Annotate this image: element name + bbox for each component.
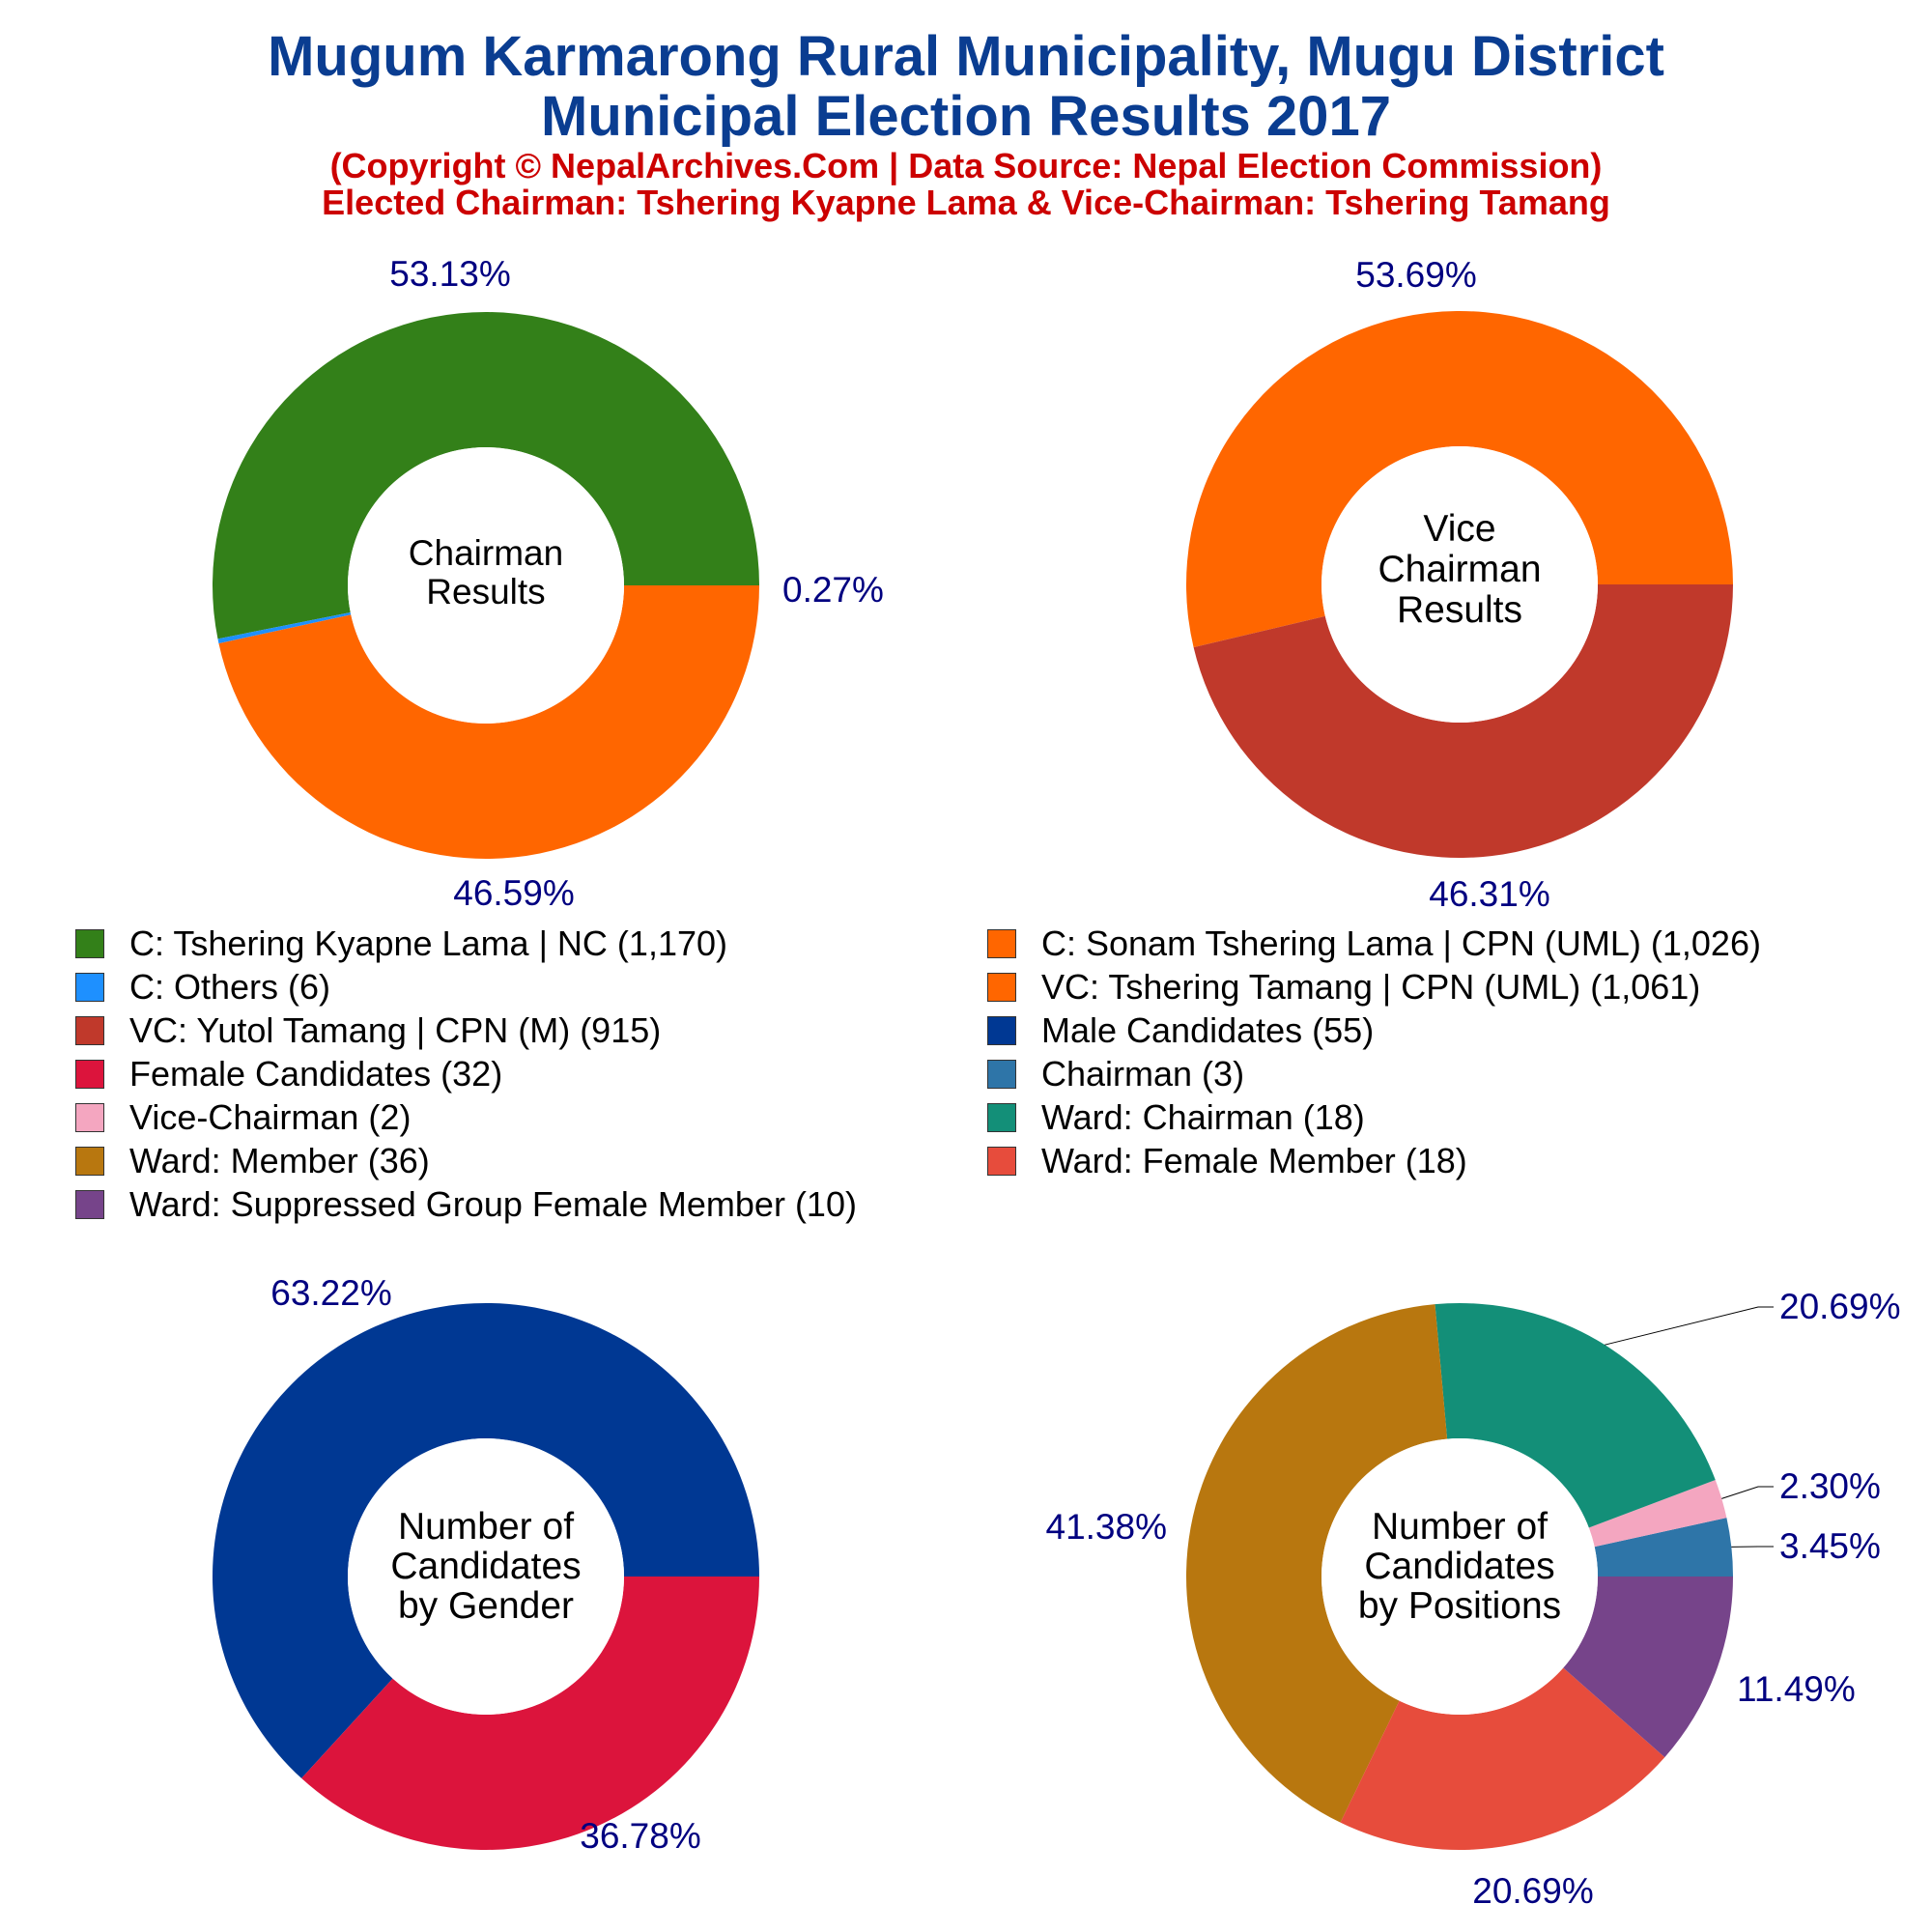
legend-item: Male Candidates (55) (987, 1010, 1374, 1051)
slice-ward-female-member (1340, 1667, 1665, 1850)
slice-c-others (217, 611, 352, 644)
legend-swatch (987, 1060, 1016, 1089)
donut-hole (348, 447, 624, 724)
leader-line-vice-chairman (1721, 1486, 1774, 1499)
legend-label: Male Candidates (55) (1041, 1010, 1375, 1050)
legend-label: C: Sonam Tshering Lama | CPN (UML) (1,02… (1041, 923, 1761, 963)
donut-chart-4: 3.45% 2.30% 20.69% 41.38% 20.69% 11.49% Number… (1046, 1287, 1901, 1911)
center-label: Candidates (390, 1546, 581, 1587)
percent-label-vice-chairman: 2.30% (1779, 1466, 1881, 1506)
slice-c-tshering-kyapne-lama-nc (212, 312, 759, 639)
legend-item: Female Candidates (32) (75, 1054, 502, 1094)
percent-label-ward-female-member: 20.69% (1472, 1871, 1594, 1911)
legend-label: Ward: Female Member (18) (1041, 1141, 1467, 1180)
legend-label: C: Tshering Kyapne Lama | NC (1,170) (129, 923, 727, 963)
chart-title-line2: Municipal Election Results 2017 (541, 85, 1391, 148)
slice-ward-member (1185, 1304, 1448, 1823)
center-label: Candidates (1364, 1546, 1554, 1587)
slice-ward-suppressed-group-female-member (1563, 1577, 1733, 1758)
percent-label-ward-suppressed-group-female-member: 11.49% (1737, 1669, 1856, 1709)
chart-title-line1: Mugum Karmarong Rural Municipality, Mugu… (268, 25, 1664, 88)
legend-label: Vice-Chairman (2) (129, 1097, 412, 1137)
legend-swatch (75, 973, 104, 1002)
legend-label: Chairman (3) (1041, 1054, 1245, 1094)
center-label: Results (426, 572, 545, 611)
legend-swatch (75, 1103, 104, 1132)
legend-swatch (987, 1016, 1016, 1045)
leader-line-ward-chairman (1605, 1306, 1774, 1346)
donut-hole (348, 1438, 624, 1715)
slice-chairman (1594, 1518, 1734, 1577)
percent-label-female-candidates: 36.78% (580, 1816, 701, 1856)
legend-item: Chairman (3) (987, 1054, 1244, 1094)
slice-vc-yutol-tamang-cpn-m (1193, 584, 1734, 858)
legend-label: Ward: Member (36) (129, 1141, 430, 1180)
donut-hole (1321, 446, 1598, 723)
legend-swatch (987, 1147, 1016, 1176)
legend-swatch (987, 973, 1016, 1002)
percent-label-vc-yutol-tamang-cpn-m: 46.31% (1429, 874, 1550, 914)
legend-label: VC: Tshering Tamang | CPN (UML) (1,061) (1041, 967, 1701, 1007)
slice-ward-chairman (1435, 1302, 1716, 1528)
slice-vc-tshering-tamang-cpn-uml (1186, 310, 1734, 648)
slice-vice-chairman (1588, 1480, 1727, 1548)
percent-label-vc-tshering-tamang-cpn-uml: 53.69% (1355, 255, 1477, 295)
center-label: Number of (398, 1506, 574, 1548)
center-label: by Gender (398, 1585, 574, 1627)
legend-swatch (75, 1147, 104, 1176)
percent-label-chairman: 3.45% (1779, 1526, 1881, 1566)
slice-male-candidates (213, 1302, 759, 1778)
legend-item: C: Tshering Kyapne Lama | NC (1,170) (75, 923, 727, 964)
center-label: by Positions (1358, 1585, 1561, 1627)
elected-subtitle: Elected Chairman: Tshering Kyapne Lama &… (322, 183, 1610, 222)
legend-label: Ward: Suppressed Group Female Member (10… (129, 1184, 857, 1224)
legend-item: Ward: Female Member (18) (987, 1141, 1467, 1181)
donut-hole (1321, 1438, 1598, 1715)
legend-swatch (75, 1060, 104, 1089)
legend-item: C: Others (6) (75, 967, 330, 1008)
legend-item: VC: Tshering Tamang | CPN (UML) (1,061) (987, 967, 1700, 1008)
legend-swatch (75, 1016, 104, 1045)
copyright-subtitle: (Copyright © NepalArchives.Com | Data So… (329, 146, 1603, 185)
legend-item: Ward: Suppressed Group Female Member (10… (75, 1184, 857, 1225)
slice-c-sonam-tshering-lama-cpn-uml (218, 585, 759, 860)
center-label: Number of (1372, 1506, 1548, 1548)
percent-label-c-sonam-tshering-lama-cpn-uml: 46.59% (453, 873, 575, 913)
legend-swatch (75, 1190, 104, 1219)
center-label: Vice (1423, 508, 1495, 550)
legend-item: Vice-Chairman (2) (75, 1097, 411, 1138)
percent-label-male-candidates: 63.22% (270, 1273, 392, 1313)
legend-swatch (987, 1103, 1016, 1132)
slice-female-candidates (301, 1577, 759, 1850)
percent-label-c-others: 0.27% (782, 570, 884, 610)
legend-label: Ward: Chairman (18) (1041, 1097, 1365, 1137)
center-label: Results (1397, 589, 1522, 631)
legend-label: C: Others (6) (129, 967, 331, 1007)
legend-item: C: Sonam Tshering Lama | CPN (UML) (1,02… (987, 923, 1761, 964)
legend-label: VC: Yutol Tamang | CPN (M) (915) (129, 1010, 662, 1050)
legend-swatch (987, 929, 1016, 958)
legend-label: Female Candidates (32) (129, 1054, 503, 1094)
legend-swatch (75, 929, 104, 958)
center-label: Chairman (1378, 549, 1541, 590)
legend-item: Ward: Chairman (18) (987, 1097, 1365, 1138)
percent-label-ward-member: 41.38% (1046, 1507, 1168, 1547)
center-label: Chairman (409, 533, 563, 573)
percent-label-ward-chairman: 20.69% (1779, 1287, 1901, 1326)
legend-item: VC: Yutol Tamang | CPN (M) (915) (75, 1010, 661, 1051)
legend-item: Ward: Member (36) (75, 1141, 430, 1181)
percent-label-c-tshering-kyapne-lama-nc: 53.13% (389, 254, 511, 294)
